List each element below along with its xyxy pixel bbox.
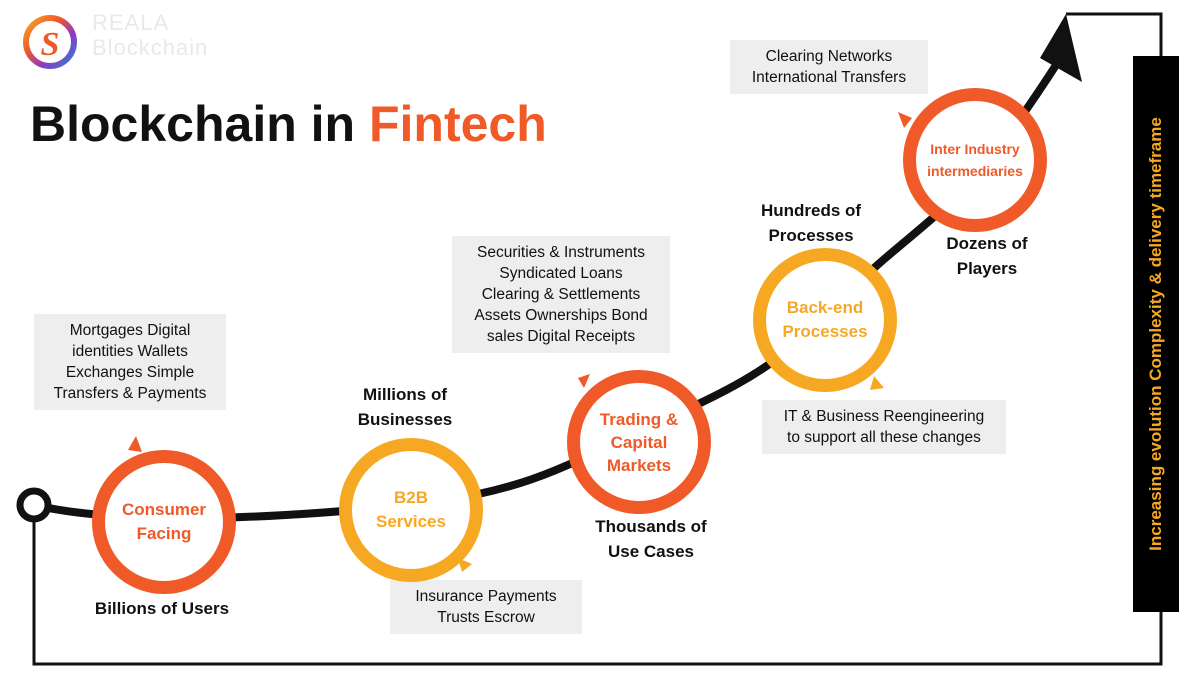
stage-label: Capital (610, 432, 668, 452)
note-line: Clearing & Settlements (481, 286, 641, 303)
stage-label: Markets (606, 455, 672, 475)
frame-line (32, 12, 1163, 666)
logo-line-1: REALA (92, 10, 170, 35)
note-trading: Securities & Instruments Syndicated Loan… (452, 236, 670, 353)
note-line: Transfers & Payments (53, 385, 207, 402)
metric-consumer: Billions of Users (60, 596, 264, 621)
note-line: Assets Ownerships Bond (474, 307, 648, 324)
note-line: Exchanges Simple (65, 364, 195, 381)
note-line: Clearing Networks (765, 48, 893, 65)
side-label-bar: Increasing evolution Complexity & delive… (1133, 56, 1179, 612)
stage-inter-industry-intermediaries: Inter Industry intermediaries (903, 88, 1047, 232)
pointer-triangle-icon (578, 374, 590, 388)
side-label-text: Increasing evolution Complexity & delive… (1146, 117, 1165, 551)
stage-label: Processes (782, 322, 868, 341)
stage-trading-capital-markets: Trading & Capital Markets (567, 370, 711, 514)
title-accent: Fintech (368, 96, 547, 152)
pointer-triangle-icon (870, 376, 884, 390)
metric-line: Dozens of (946, 234, 1028, 253)
logo-wordmark: REALA Blockchain (92, 10, 222, 60)
note-line: IT & Business Reengineering (783, 408, 985, 425)
stage-back-end-processes: Back-end Processes (753, 248, 897, 392)
pointer-triangle-icon (128, 436, 142, 452)
note-line: International Transfers (751, 69, 907, 86)
stage-label: intermediaries (927, 163, 1023, 179)
metric-b2b: Millions of Businesses (330, 382, 480, 432)
metric-line: Use Cases (607, 542, 694, 561)
stage-label: Services (376, 512, 446, 531)
logo-line-2: Blockchain (92, 35, 209, 60)
metric-line: Millions of (362, 385, 448, 404)
note-b2b: Insurance Payments Trusts Escrow (390, 580, 582, 634)
arrow-head-icon (1040, 14, 1082, 82)
metric-line: Billions of Users (94, 599, 230, 618)
start-node-icon (16, 487, 52, 523)
stage-label: Inter Industry (930, 141, 1020, 157)
note-line: Mortgages Digital (69, 322, 191, 339)
stage-label: Facing (136, 524, 192, 543)
note-line: Trusts Escrow (437, 609, 535, 626)
pointer-triangle-icon (898, 112, 912, 128)
note-backend: IT & Business Reengineering to support a… (762, 400, 1006, 454)
metric-line: Processes (768, 226, 854, 245)
logo-ring-icon (23, 15, 77, 69)
stage-label: Trading & (599, 409, 679, 429)
metric-line: Hundreds of (760, 201, 862, 220)
metric-trading: Thousands of Use Cases (566, 514, 736, 564)
note-line: sales Digital Receipts (486, 328, 636, 345)
title-main: Blockchain in (30, 96, 356, 152)
stage-label: B2B (393, 488, 428, 507)
stage-b2b-services: B2B Services (339, 438, 483, 582)
note-line: Syndicated Loans (499, 265, 623, 282)
stage-label: Consumer (121, 500, 207, 519)
metric-line: Thousands of (595, 517, 707, 536)
note-consumer: Mortgages Digital identities Wallets Exc… (34, 314, 226, 410)
logo-s-icon: S (41, 26, 60, 63)
note-line: identities Wallets (72, 343, 188, 360)
metric-backend: Hundreds of Processes (736, 198, 886, 248)
note-line: to support all these changes (787, 429, 981, 446)
note-line: Securities & Instruments (477, 244, 645, 261)
metric-inter-industry: Dozens of Players (922, 231, 1052, 281)
page-title: Blockchain in Fintech (30, 94, 547, 154)
metric-line: Players (956, 259, 1018, 278)
pointer-triangle-icon (458, 558, 472, 572)
stage-label: Back-end (786, 298, 864, 317)
stage-consumer-facing: Consumer Facing (92, 450, 236, 594)
note-inter-industry: Clearing Networks International Transfer… (730, 40, 928, 94)
metric-line: Businesses (357, 410, 453, 429)
note-line: Insurance Payments (415, 588, 557, 605)
